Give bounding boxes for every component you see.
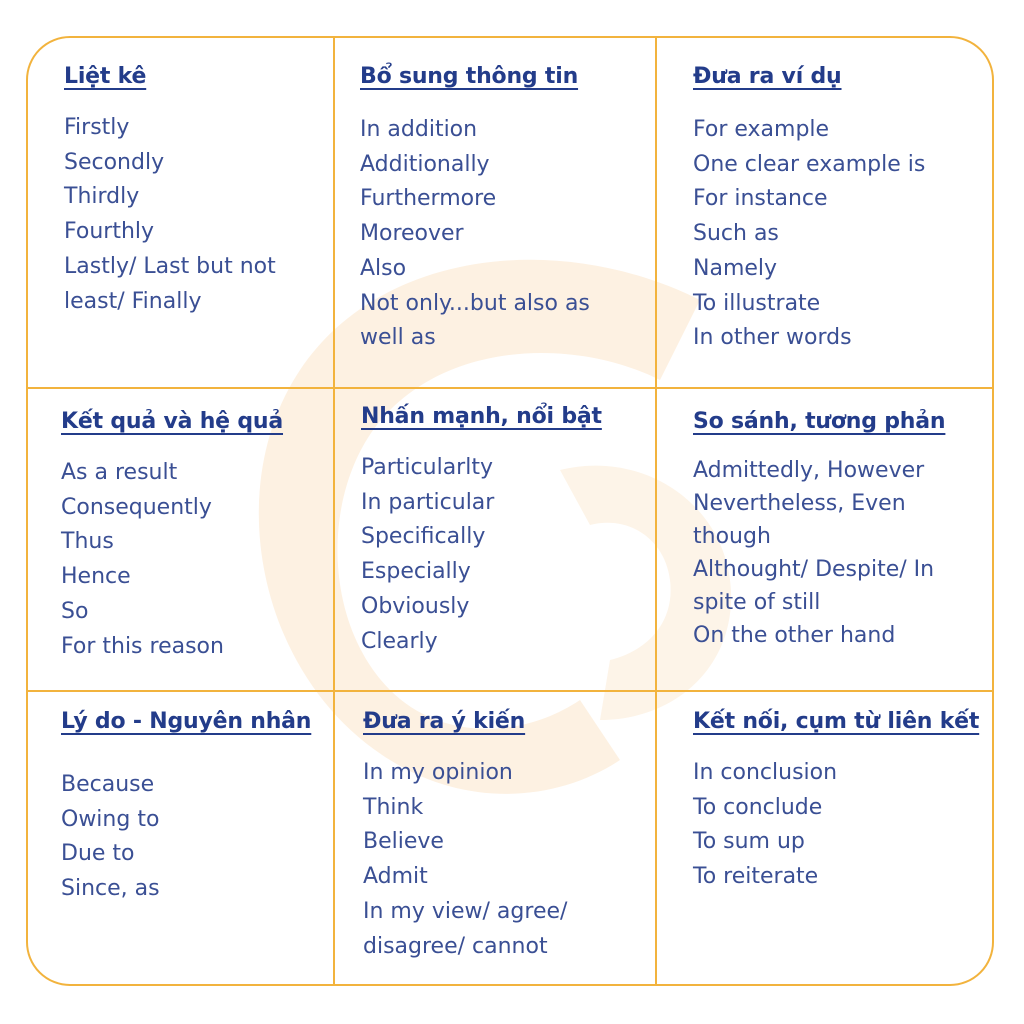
list-item: Owing to: [61, 806, 160, 832]
cell-giving-opinion: Đưa ra ý kiến In my opinion Think Believ…: [363, 709, 643, 964]
list-item: Admit: [363, 864, 428, 890]
list-item: Not only...but also as: [360, 290, 590, 316]
cell-title: Nhấn mạnh, nổi bật: [361, 404, 602, 429]
list-item: Clearly: [361, 628, 438, 654]
list-item: Hence: [61, 564, 131, 590]
list-item: Additionally: [360, 151, 490, 177]
list-item: In other words: [693, 325, 852, 351]
connectors-grid: Liệt kê Firstly Secondly Thirdly Fourthl…: [26, 36, 994, 986]
list-item: As a result: [61, 460, 178, 485]
list-item: Althought/ Despite/ In: [693, 557, 935, 582]
list-item: Secondly: [64, 149, 165, 175]
list-item: Thus: [61, 529, 114, 555]
cell-title: Liệt kê: [64, 64, 147, 89]
cell-emphasis: Nhấn mạnh, nổi bật Particularlty In part…: [361, 404, 641, 659]
list-item: Consequently: [61, 494, 212, 520]
cell-title: Đưa ra ví dụ: [693, 64, 842, 89]
list-item: Nevertheless, Even: [693, 491, 906, 516]
cell-title: Kết nối, cụm từ liên kết: [693, 709, 980, 734]
cell-adding-information: Bổ sung thông tin In addition Additional…: [360, 64, 640, 356]
cell-result-consequence: Kết quả và hệ quả As a result Consequent…: [61, 409, 331, 664]
list-item: Lastly/ Last but not: [64, 253, 276, 279]
list-item: Furthermore: [360, 186, 497, 212]
cell-title: Bổ sung thông tin: [360, 64, 579, 89]
list-item: To sum up: [693, 829, 805, 855]
list-item: In my opinion: [363, 760, 513, 785]
list-item: Due to: [61, 841, 135, 867]
list-item: In conclusion: [693, 760, 838, 785]
list-item: Admittedly, However: [693, 458, 925, 483]
list-item: Namely: [693, 255, 778, 281]
list-item: For this reason: [61, 633, 224, 659]
list-item: spite of still: [693, 590, 821, 615]
grid-divider: [333, 38, 335, 984]
list-item: Believe: [363, 829, 444, 855]
list-item: Particularlty: [361, 455, 493, 480]
grid-divider: [28, 387, 992, 389]
list-item: One clear example is: [693, 151, 926, 177]
list-item: Such as: [693, 221, 779, 247]
list-item: In addition: [360, 117, 478, 142]
list-item: For example: [693, 117, 830, 142]
list-item: Obviously: [361, 593, 470, 619]
list-item: To reiterate: [693, 864, 819, 890]
cell-giving-examples: Đưa ra ví dụ For example One clear examp…: [693, 64, 983, 356]
cell-title: Lý do - Nguyên nhân: [61, 709, 312, 734]
list-item: Firstly: [64, 115, 130, 140]
cell-title: Đưa ra ý kiến: [363, 709, 526, 734]
list-item: Because: [61, 772, 155, 797]
list-item: Also: [360, 255, 407, 281]
list-item: disagree/ cannot: [363, 933, 548, 959]
list-item: For instance: [693, 186, 828, 212]
cell-listing: Liệt kê Firstly Secondly Thirdly Fourthl…: [64, 64, 324, 319]
list-item: Thirdly: [64, 184, 140, 210]
list-item: well as: [360, 325, 436, 351]
list-item: Moreover: [360, 221, 464, 247]
list-item: Think: [363, 794, 424, 820]
list-item: Fourthly: [64, 219, 155, 245]
cell-title: So sánh, tương phản: [693, 409, 946, 434]
cell-linking-phrases: Kết nối, cụm từ liên kết In conclusion T…: [693, 709, 992, 895]
list-item: though: [693, 524, 771, 549]
list-item: So: [61, 598, 89, 624]
list-item: In particular: [361, 489, 495, 515]
cell-title: Kết quả và hệ quả: [61, 409, 284, 434]
cell-comparison-contrast: So sánh, tương phản Admittedly, However …: [693, 409, 983, 652]
grid-divider: [655, 38, 657, 984]
list-item: To conclude: [693, 794, 823, 820]
list-item: On the other hand: [693, 623, 896, 648]
grid-divider: [28, 690, 992, 692]
list-item: Especially: [361, 559, 471, 585]
list-item: To illustrate: [693, 290, 821, 316]
cell-reason-cause: Lý do - Nguyên nhân Because Owing to Due…: [61, 709, 341, 907]
list-item: least/ Finally: [64, 288, 202, 314]
list-item: Since, as: [61, 876, 160, 902]
list-item: Specifically: [361, 524, 486, 550]
list-item: In my view/ agree/: [363, 898, 568, 924]
